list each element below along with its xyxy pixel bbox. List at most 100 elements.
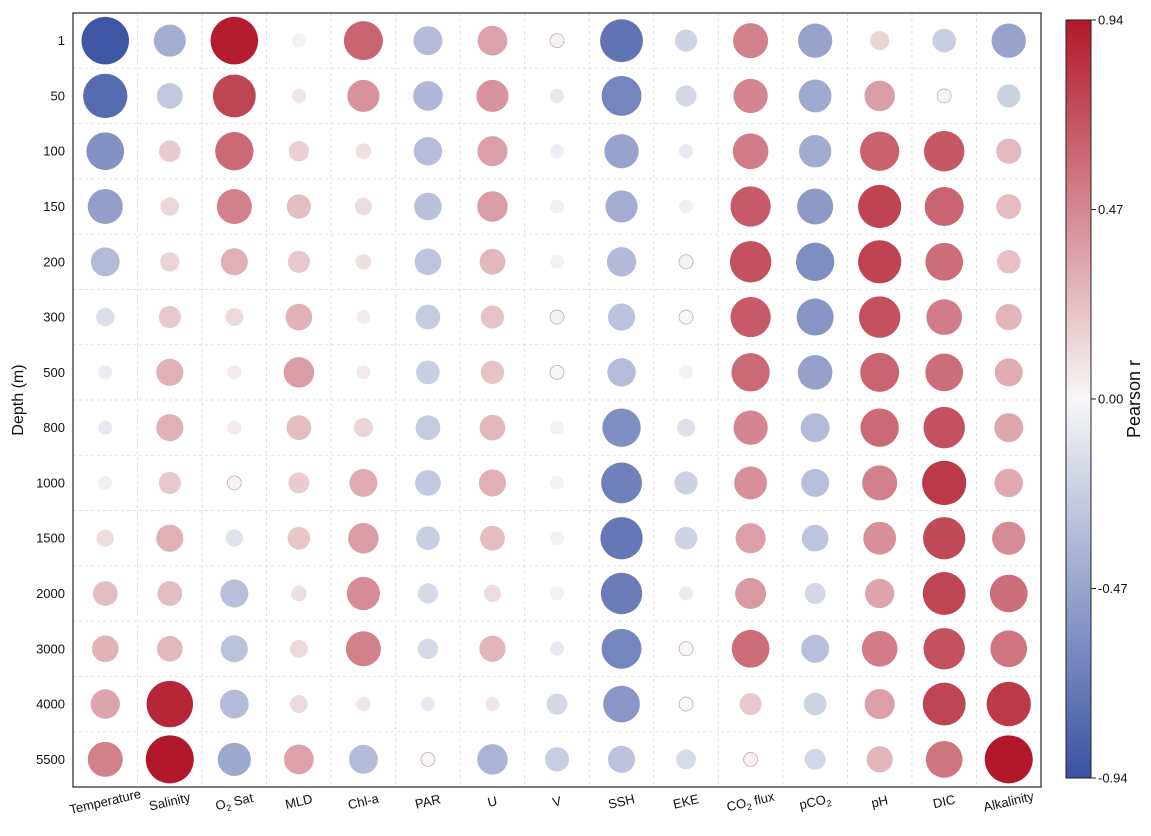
bubble-1500-5 [416,526,440,551]
bubble-50-14 [997,84,1021,108]
bubble-2000-13 [922,572,966,615]
colorbar-tick-label: 0.00 [1098,392,1123,407]
x-tick-label: U [486,793,499,810]
bubble-150-10 [730,186,771,227]
bubble-50-8 [601,75,642,116]
bubble-4000-7 [546,693,568,715]
bubble-300-14 [995,303,1022,331]
bubble-3000-11 [801,634,830,663]
bubble-5500-2 [217,742,251,776]
bubble-100-14 [996,138,1022,164]
bubble-500-2 [227,365,242,380]
bubble-50-6 [476,79,509,112]
bubble-500-4 [356,365,371,380]
bubble-50-9 [675,85,697,107]
bubble-2000-6 [483,584,502,603]
bubble-50-2 [212,74,256,118]
y-tick-label: 3000 [36,641,65,656]
bubble-150-4 [354,197,372,216]
bubble-4000-0 [90,689,120,719]
bubbles [81,16,1033,784]
bubble-3000-13 [923,628,965,670]
bubble-300-7 [549,309,565,325]
colorbar-ticks: 0.94 0.47 0.00 -0.47 -0.94 [1091,13,1128,786]
bubble-300-10 [730,296,771,338]
bubble-1-7 [549,33,565,49]
bubble-50-3 [291,88,306,103]
bubble-5500-10 [743,751,758,767]
bubble-500-5 [416,360,440,385]
bubble-150-8 [605,190,638,223]
colorbar-label: Pearson r [1124,360,1144,438]
bubble-1000-8 [601,462,642,504]
bubble-1500-11 [801,524,829,552]
bubble-3000-12 [861,630,898,667]
bubble-1000-13 [922,460,967,506]
bubble-1-14 [991,23,1026,58]
bubble-150-6 [477,191,508,222]
y-tick-label: 200 [43,254,65,269]
bubble-300-0 [96,307,115,327]
y-tick-label: 1500 [36,531,65,546]
bubble-150-1 [160,197,180,216]
bubble-1-3 [291,33,306,48]
bubble-3000-7 [549,641,565,656]
grid-lines [73,13,1041,787]
bubble-200-9 [678,254,694,270]
colorbar-tick-label: -0.94 [1098,771,1128,786]
bubble-5500-0 [87,741,123,777]
bubble-4000-11 [803,692,827,716]
bubble-500-3 [283,357,315,388]
bubble-500-7 [549,364,565,380]
bubble-3000-8 [601,628,642,669]
bubble-500-12 [860,352,900,392]
bubble-1000-5 [415,470,441,496]
bubble-300-4 [356,310,371,325]
x-tick-label: EKE [672,791,701,812]
y-axis-label: Depth (m) [10,364,27,435]
bubble-800-6 [479,414,506,441]
bubble-800-1 [156,414,184,442]
x-tick-label: DIC [931,792,956,812]
bubble-4000-4 [356,697,371,712]
bubble-3000-1 [156,635,183,662]
colorbar-tick-label: 0.94 [1098,13,1123,28]
bubble-2000-0 [92,581,118,606]
y-tick-label: 4000 [36,697,65,712]
bubble-800-10 [733,410,768,445]
bubble-200-7 [550,254,564,269]
bubble-800-8 [602,408,641,447]
bubble-2000-5 [417,583,439,604]
y-tick-label: 800 [43,420,65,435]
bubble-300-11 [796,298,834,336]
bubble-2000-14 [989,574,1028,613]
bubble-1-10 [733,23,769,59]
x-tick-label: MLD [284,791,314,812]
bubble-200-10 [729,241,772,283]
bubble-3000-10 [731,629,770,668]
bubble-3000-14 [990,630,1028,668]
bubble-5500-6 [477,744,508,775]
plot-frame [72,12,1042,788]
bubble-1000-2 [226,475,242,491]
x-tick-labels: Temperature Salinity O2 Sat MLD Chl-a PAR U V SS… [68,786,1036,817]
bubble-800-11 [800,413,830,443]
bubble-50-4 [347,79,380,112]
x-tick-label: Chl-a [346,791,380,813]
y-tick-label: 500 [43,365,65,380]
bubble-1500-13 [923,517,966,560]
bubble-4000-6 [485,697,500,712]
bubble-100-5 [413,136,443,166]
bubble-200-3 [287,250,310,273]
bubble-1500-9 [674,526,698,550]
bubble-2000-2 [220,579,249,608]
bubble-1000-4 [349,468,378,497]
bubble-100-8 [604,134,639,169]
bubble-800-12 [860,408,899,447]
bubble-1-6 [477,25,508,56]
bubble-1500-12 [863,521,897,555]
bubble-4000-13 [922,682,966,726]
bubble-1-0 [81,16,130,65]
bubble-3000-6 [479,635,506,662]
